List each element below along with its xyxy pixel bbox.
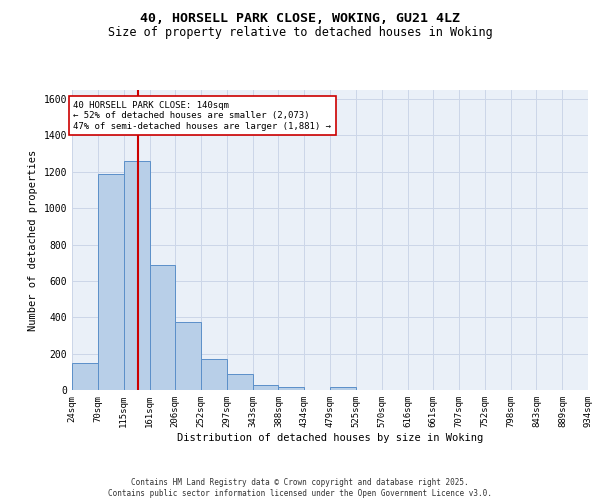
Text: Size of property relative to detached houses in Woking: Size of property relative to detached ho…: [107, 26, 493, 39]
Bar: [124, 161, 149, 390]
Bar: [201, 359, 227, 390]
Y-axis label: Number of detached properties: Number of detached properties: [28, 150, 38, 330]
Text: 40 HORSELL PARK CLOSE: 140sqm
← 52% of detached houses are smaller (2,073)
47% o: 40 HORSELL PARK CLOSE: 140sqm ← 52% of d…: [73, 101, 331, 130]
Bar: [253, 384, 278, 390]
Bar: [278, 388, 304, 390]
Bar: [175, 322, 201, 390]
Bar: [72, 363, 98, 390]
X-axis label: Distribution of detached houses by size in Woking: Distribution of detached houses by size …: [177, 432, 483, 442]
Bar: [149, 264, 175, 390]
Bar: [227, 374, 253, 390]
Text: 40, HORSELL PARK CLOSE, WOKING, GU21 4LZ: 40, HORSELL PARK CLOSE, WOKING, GU21 4LZ: [140, 12, 460, 26]
Text: Contains HM Land Registry data © Crown copyright and database right 2025.
Contai: Contains HM Land Registry data © Crown c…: [108, 478, 492, 498]
Bar: [330, 388, 356, 390]
Bar: [98, 174, 124, 390]
